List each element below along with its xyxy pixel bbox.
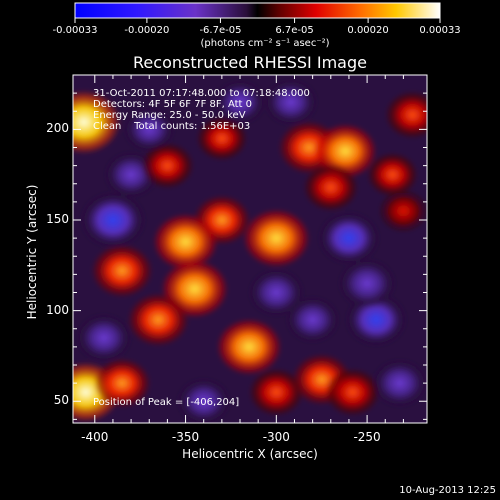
emission-blob [73, 90, 121, 155]
time-range-label: 31-Oct-2011 07:17:48.000 to 07:18:48.000 [93, 88, 310, 99]
x-tick-label: -350 [171, 430, 200, 444]
counts-label: Clean Total counts: 1.56E+03 [93, 121, 251, 132]
peak-position-label: Position of Peak = [-406,204] [93, 397, 240, 408]
negative-blob [338, 258, 396, 309]
detectors-label: Detectors: 4F 5F 6F 7F 8F, Att 0 [93, 99, 253, 110]
energy-range-label: Energy Range: 25.0 - 50.0 keV [93, 110, 246, 121]
colorbar-tick-label: 6.7e-05 [275, 25, 314, 36]
emission-blob [216, 318, 282, 376]
negative-blob [123, 107, 175, 152]
negative-blob [76, 313, 132, 362]
emission-blob [140, 142, 194, 189]
emission-blob [248, 368, 304, 417]
y-tick-label: 50 [53, 393, 69, 408]
x-tick-label: -400 [81, 430, 109, 444]
x-axis-label: Heliocentric X (arcsec) [182, 447, 318, 461]
emission-blob [127, 293, 189, 347]
date-stamp: 10-Aug-2013 12:25 [399, 485, 496, 496]
x-tick-label: -300 [262, 430, 290, 444]
colorbar-tick-label: -0.00033 [52, 25, 98, 36]
chart-title: Reconstructed RHESSI Image [133, 53, 367, 72]
emission-blob [367, 152, 418, 197]
colorbar [74, 2, 441, 23]
emission-blob [93, 358, 151, 408]
emission-blob [242, 208, 311, 268]
plot-frame [72, 74, 428, 424]
colorbar-tick-label: -0.00020 [124, 25, 170, 36]
y-tick-label: 100 [46, 302, 69, 317]
negative-blob [372, 359, 427, 408]
negative-blob [264, 79, 318, 126]
emission-blob [91, 244, 153, 298]
negative-blob [286, 296, 340, 343]
colorbar-tick-label: 0.00033 [419, 25, 461, 36]
colorbar-gradient [74, 2, 441, 19]
axis-ticks [73, 74, 427, 423]
y-tick-label: 200 [46, 121, 69, 136]
emission-blob [379, 189, 427, 233]
negative-blob [80, 191, 146, 249]
negative-blob [177, 378, 231, 423]
colorbar-tick-label: -6.7e-05 [199, 25, 242, 36]
heatmap-image [73, 75, 427, 423]
y-tick-label: 150 [46, 212, 69, 226]
negative-blob [214, 80, 266, 125]
emission-blob [325, 368, 381, 417]
y-axis-label: Heliocentric Y (arcsec) [25, 184, 39, 320]
emission-blob [196, 116, 248, 161]
negative-blob [248, 268, 304, 317]
x-tick-label: -250 [353, 430, 381, 444]
emission-blob [152, 213, 219, 271]
emission-blob [385, 90, 427, 139]
emission-blob [303, 163, 359, 212]
negative-blob [318, 211, 380, 265]
colorbar-tick-label: 0.00020 [347, 25, 389, 36]
colorbar-unit-label: (photons cm⁻² s⁻¹ asec⁻²) [200, 38, 330, 49]
